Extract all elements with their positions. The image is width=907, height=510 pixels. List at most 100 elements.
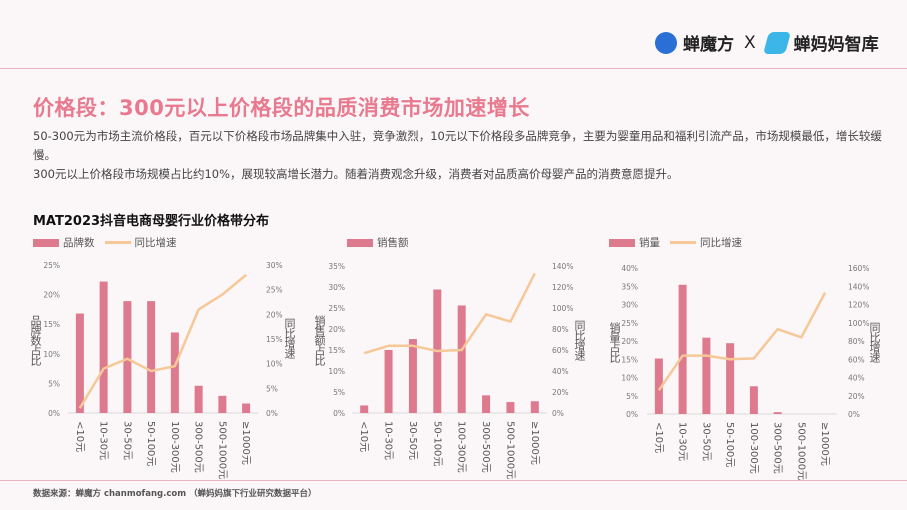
- y2-tick-label: 140%: [552, 262, 573, 271]
- bar: [408, 339, 417, 413]
- y2-tick-label: 0%: [552, 409, 564, 418]
- bar: [170, 332, 179, 413]
- x-tick-label: 100-300元: [169, 421, 180, 473]
- bar-swatch: [609, 238, 635, 247]
- y-tick-label: 0%: [626, 410, 638, 419]
- bar: [242, 403, 251, 413]
- paragraph-1: 50-300元为市场主流价格段，百元以下价格段市场品牌集中入驻，竞争激烈，10元…: [33, 129, 882, 162]
- y-tick-label: 5%: [48, 379, 60, 388]
- y2-tick-label: 80%: [848, 337, 865, 346]
- chart2-y-title: 销售额占比: [313, 315, 326, 365]
- x-tick-label: ≥1000元: [240, 421, 251, 465]
- y-tick-label: 25%: [43, 261, 60, 270]
- bar: [457, 305, 466, 413]
- y2-tick-label: 20%: [848, 392, 865, 401]
- y-tick-label: 20%: [328, 325, 345, 334]
- x-tick-label: ≥1000元: [819, 422, 830, 466]
- logo-right-text: 蝉妈妈智库: [793, 35, 879, 55]
- data-source: 数据来源：蝉魔方 chanmofang.com （蝉妈妈旗下行业研究数据平台）: [33, 489, 317, 499]
- y2-tick-label: 25%: [266, 286, 283, 295]
- growth-line: [363, 272, 536, 355]
- bar: [99, 281, 108, 413]
- x-tick-label: 300-500元: [480, 421, 491, 473]
- bar: [773, 412, 782, 414]
- x-tick-label: 100-300元: [748, 422, 759, 474]
- y-tick-label: 10%: [621, 374, 638, 383]
- y-tick-label: 0%: [48, 409, 60, 418]
- x-tick-label: 50-100元: [145, 421, 156, 466]
- y-tick-label: 30%: [621, 301, 638, 310]
- bar: [482, 395, 491, 413]
- bar-swatch: [33, 238, 59, 247]
- bar: [360, 405, 369, 413]
- bar: [123, 301, 132, 413]
- x-tick-label: 50-100元: [724, 422, 735, 467]
- growth-line: [78, 273, 247, 409]
- bar: [530, 401, 539, 413]
- y2-tick-label: 40%: [848, 374, 865, 383]
- y2-tick-label: 20%: [266, 310, 283, 319]
- bar-swatch: [347, 238, 373, 247]
- y-tick-label: 15%: [621, 355, 638, 364]
- legend-label: 销量: [639, 237, 660, 249]
- chart1-legend: 品牌数 同比增速: [33, 235, 177, 250]
- x-tick-label: 500-1000元: [216, 421, 227, 479]
- y2-tick-label: 100%: [552, 304, 573, 313]
- line-swatch: [104, 241, 131, 244]
- x-tick-label: 500-1000元: [504, 421, 515, 479]
- y-tick-label: 35%: [621, 282, 638, 291]
- bar: [749, 386, 758, 414]
- y-tick-label: 25%: [328, 304, 345, 313]
- y-tick-label: 35%: [328, 262, 345, 271]
- page-title: 价格段：300元以上价格段的品质消费市场加速增长: [33, 96, 530, 120]
- y2-tick-label: 0%: [266, 409, 278, 418]
- chart3-y-title: 销量占比: [608, 322, 621, 362]
- x-tick-label: <10元: [653, 422, 664, 453]
- x-tick-label: ≥1000元: [529, 421, 540, 465]
- y-tick-label: 20%: [43, 291, 60, 300]
- chart3-legend: 销量 同比增速: [609, 235, 742, 250]
- y-tick-label: 5%: [626, 392, 638, 401]
- y2-tick-label: 60%: [848, 355, 865, 364]
- line-swatch: [670, 241, 696, 244]
- logo-left-text: 蝉魔方: [683, 35, 734, 55]
- chart2-legend: 销售额: [347, 235, 409, 250]
- bar: [194, 385, 203, 413]
- y2-tick-label: 140%: [848, 282, 869, 291]
- footer-divider: [0, 480, 907, 481]
- y-tick-label: 0%: [333, 409, 345, 418]
- y-tick-label: 15%: [43, 320, 60, 329]
- bar: [218, 395, 227, 413]
- chart3-y2-title: 同比增速: [868, 322, 881, 362]
- y-tick-label: 15%: [328, 346, 345, 355]
- y2-tick-label: 160%: [848, 264, 869, 273]
- y2-tick-label: 0%: [848, 410, 860, 419]
- y2-tick-label: 15%: [266, 335, 283, 344]
- y2-tick-label: 120%: [848, 301, 869, 310]
- y-tick-label: 10%: [43, 350, 60, 359]
- chart1-y2-title: 同比增速: [283, 318, 296, 358]
- chart-section-title: MAT2023抖音电商母婴行业价格带分布: [33, 214, 270, 229]
- legend-label: 同比增速: [700, 237, 742, 249]
- x-tick-label: 30-50元: [700, 422, 711, 461]
- logo-separator: X: [744, 32, 756, 53]
- y-tick-label: 5%: [333, 388, 345, 397]
- bar: [506, 402, 515, 413]
- x-tick-label: 300-500元: [193, 421, 204, 473]
- y2-tick-label: 10%: [266, 360, 283, 369]
- y2-tick-label: 60%: [552, 346, 569, 355]
- bar: [384, 350, 393, 413]
- y2-tick-label: 120%: [552, 283, 573, 292]
- x-tick-label: <10元: [358, 421, 369, 452]
- y-tick-label: 40%: [621, 264, 638, 273]
- header-divider: [0, 68, 907, 69]
- y2-tick-label: 40%: [552, 367, 569, 376]
- x-tick-label: 500-1000元: [795, 422, 806, 480]
- bar: [147, 301, 156, 413]
- legend-label: 销售额: [377, 237, 409, 249]
- growth-line: [657, 292, 827, 391]
- y-tick-label: 30%: [328, 283, 345, 292]
- legend-label: 同比增速: [134, 237, 177, 249]
- bar: [726, 343, 735, 414]
- bar: [654, 358, 663, 414]
